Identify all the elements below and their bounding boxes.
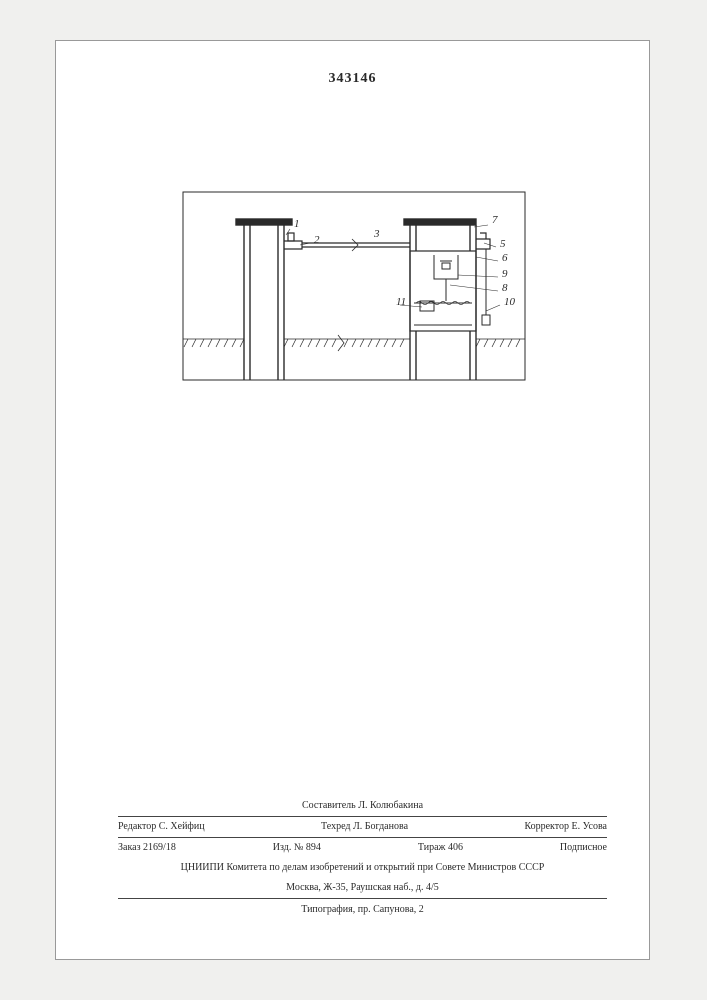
callout-label-10: 10 — [504, 296, 516, 308]
callout-label-7: 7 — [492, 214, 498, 226]
callout-label-2: 2 — [314, 234, 320, 246]
compiler-label: Составитель — [302, 800, 356, 811]
callout-label-9: 9 — [502, 268, 508, 280]
callout-label-3: 3 — [373, 228, 380, 240]
org-line-2: Москва, Ж-35, Раушская наб., д. 4/5 — [118, 878, 607, 898]
techred-cell: Техред Л. Богданова — [321, 820, 408, 834]
order-number: Заказ 2169/18 — [118, 841, 176, 855]
typography-line: Типография, пр. Сапунова, 2 — [118, 898, 607, 917]
page: 343146 — [55, 40, 650, 960]
document-number: 343146 — [329, 71, 377, 87]
callout-label-5: 5 — [500, 238, 506, 250]
callout-label-6: 6 — [502, 252, 508, 264]
callout-label-11: 11 — [396, 296, 406, 308]
imprint-footer: Составитель Л. Колюбакина Редактор С. Хе… — [118, 796, 607, 917]
subscription: Подписное — [560, 841, 607, 855]
print-run: Тираж 406 — [418, 841, 463, 855]
org-line-1: ЦНИИПИ Комитета по делам изобретений и о… — [118, 858, 607, 878]
technical-diagram: 1 2 3 75 6 9 8 10 11 — [182, 191, 526, 381]
callout-label-1: 1 — [294, 218, 300, 230]
compiler-name: Л. Колюбакина — [358, 800, 423, 811]
edition-number: Изд. № 894 — [273, 841, 321, 855]
order-row: Заказ 2169/18 Изд. № 894 Тираж 406 Подпи… — [118, 837, 607, 858]
corrector-cell: Корректор Е. Усова — [524, 820, 607, 834]
credits-row: Редактор С. Хейфиц Техред Л. Богданова К… — [118, 816, 607, 837]
editor-cell: Редактор С. Хейфиц — [118, 820, 205, 834]
callout-label-8: 8 — [502, 282, 508, 294]
compiler-line: Составитель Л. Колюбакина — [118, 796, 607, 816]
